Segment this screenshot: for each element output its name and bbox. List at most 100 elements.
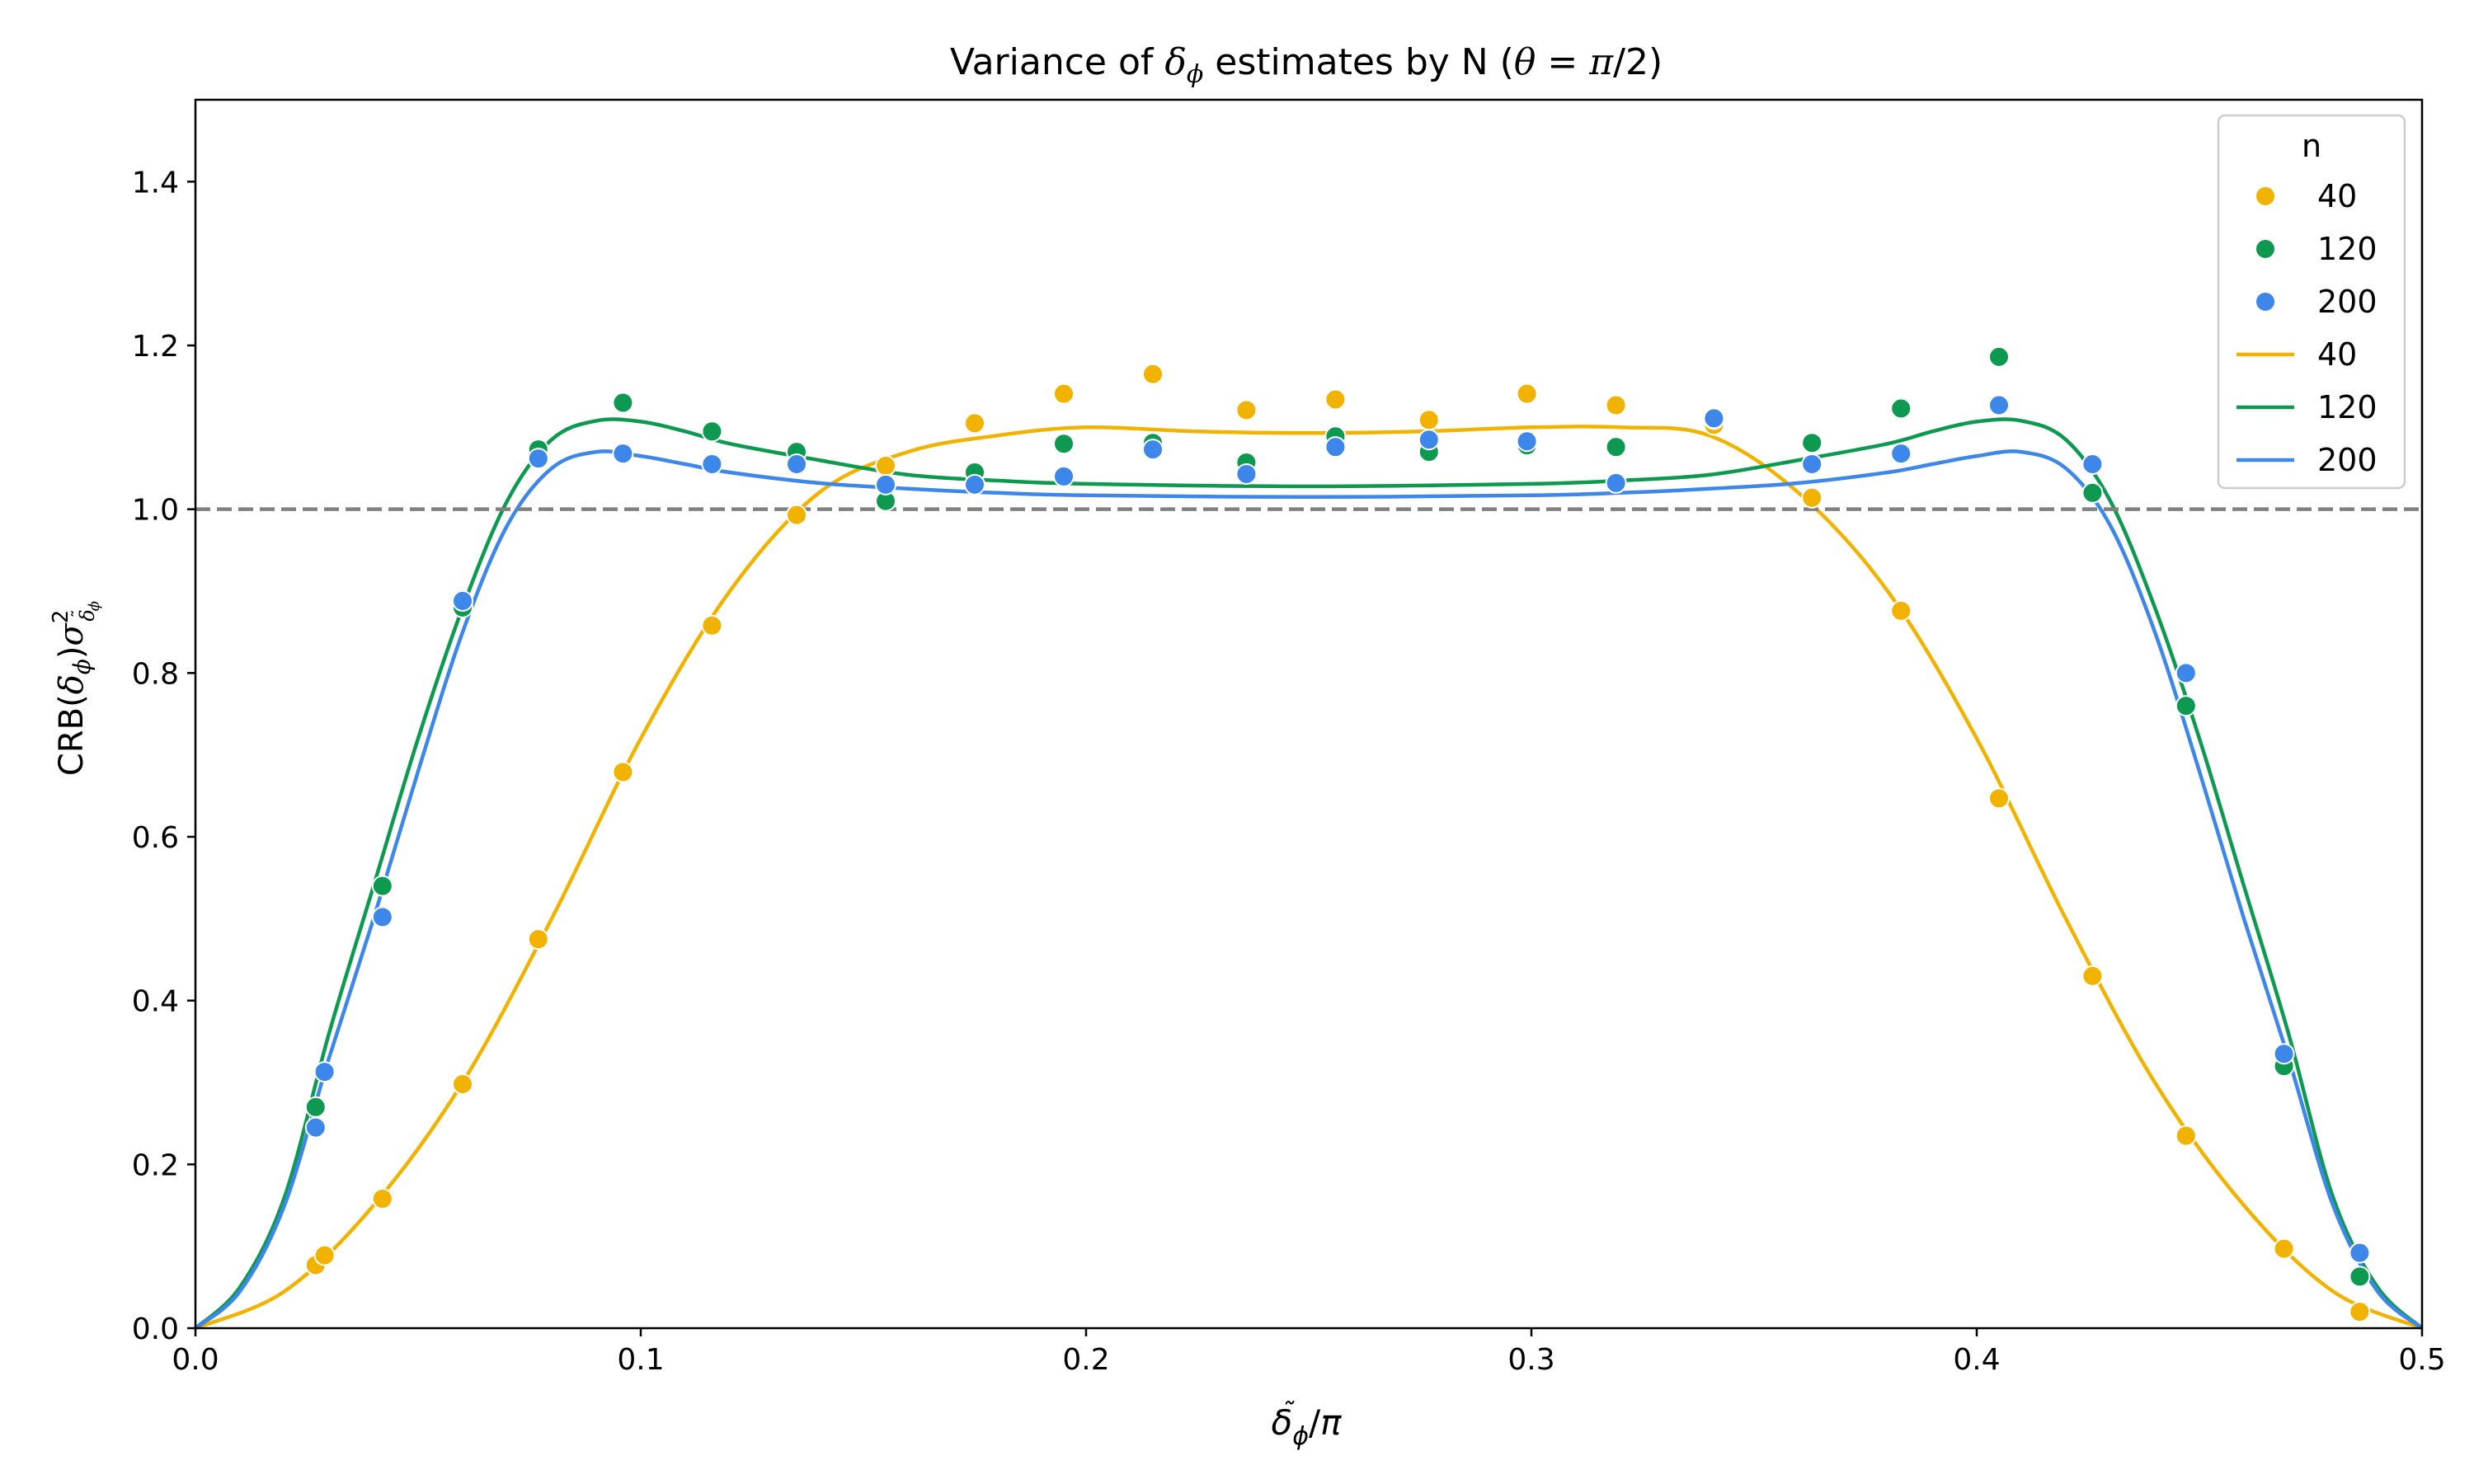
y-tick-label: 1.0 [132,494,179,528]
point-n-40-22 [2175,1125,2197,1147]
title-pre: Variance of [950,41,1164,83]
legend-label: 200 [2317,442,2378,478]
point-n-120-18 [1890,397,1912,420]
point-n-200-12 [1235,463,1258,485]
point-n-200-10 [1053,465,1075,487]
ylabel-close: ) [53,646,91,660]
legend-label: 40 [2317,178,2357,214]
point-n-40-16 [1605,394,1627,416]
point-n-200-2 [371,906,393,928]
ylabel-sub-tilde: ˜ [68,609,88,618]
point-n-40-23 [2273,1237,2295,1260]
point-n-40-12 [1235,399,1258,421]
curve-n-200 [194,449,2424,1330]
legend-marker-200 [2255,291,2276,312]
legend: n 40 120 200 40 120 200 [2217,114,2406,490]
y-tick-label: 0.2 [132,1148,179,1182]
point-n-200-14 [1418,429,1440,451]
point-n-120-19 [1988,345,2010,368]
point-n-200-5 [612,443,634,465]
point-n-40-7 [786,504,807,526]
title-mid: estimates by N ( [1203,41,1514,83]
legend-title: n [2302,128,2321,164]
ylabel-superscript: 2 [49,610,73,624]
y-tick-label: 0.4 [132,985,179,1019]
y-axis-ticks: 0.0 0.2 0.4 0.6 0.8 1.0 1.2 1.4 [132,166,195,1346]
point-n-120-20 [2081,481,2104,504]
plot-area [194,345,2424,1331]
ylabel-sub-phi: ϕ [86,601,103,611]
y-tick-label: 1.4 [132,166,179,200]
point-n-120-23 [2349,1266,2371,1288]
point-n-40-1 [313,1244,336,1266]
axes-frame [194,98,2424,1330]
point-n-200-8 [875,473,896,495]
y-axis-label: CRB(δϕ)σ2 δ˜ϕ [49,601,103,776]
legend-label: 200 [2317,284,2378,320]
ylabel-phi-subscript: ϕ [68,659,96,674]
point-n-40-10 [1053,383,1075,405]
point-n-200-3 [452,589,473,612]
point-n-200-11 [1142,439,1164,461]
point-n-40-24 [2349,1301,2371,1323]
point-n-40-11 [1142,363,1164,385]
legend-marker-40 [2255,186,2276,207]
ylabel-sigma: σ [53,622,91,646]
title-phi-subscript: ϕ [1187,60,1203,89]
title-pi: π [1588,41,1614,83]
point-n-40-13 [1324,388,1347,411]
point-n-40-2 [371,1188,393,1210]
xlabel-delta: δ [1272,1402,1293,1443]
point-n-200-6 [701,453,723,476]
point-n-200-4 [527,448,549,470]
point-n-40-19 [1890,599,1912,622]
point-n-120-21 [2175,695,2197,717]
x-tick-label: 0.1 [617,1343,664,1377]
point-n-40-18 [1801,486,1823,509]
xlabel-phi-subscript: ϕ [1292,1422,1309,1451]
point-n-200-23 [2273,1043,2295,1065]
point-n-200-24 [2349,1242,2371,1264]
point-n-40-5 [612,761,634,783]
point-n-200-17 [1703,407,1725,430]
ylabel-sub-delta: δ [76,609,99,621]
title-post: /2) [1613,41,1663,83]
scatter-points [304,345,2371,1323]
x-tick-label: 0.3 [1507,1343,1554,1377]
point-n-40-3 [452,1073,473,1095]
ylabel-delta: δ [53,674,91,694]
y-tick-label: 0.0 [132,1313,179,1346]
title-theta: θ [1514,41,1536,83]
x-tick-label: 0.4 [1953,1343,2000,1377]
point-n-40-8 [875,455,896,477]
point-n-40-14 [1418,409,1440,431]
point-n-40-9 [964,412,985,434]
x-axis-label: δ˜ ϕ/π [1272,1397,1343,1451]
legend-label: 120 [2317,231,2378,267]
legend-label: 40 [2317,336,2357,373]
point-n-40-4 [527,928,549,951]
curve-n-120 [194,417,2424,1330]
point-n-40-6 [701,614,723,636]
legend-entries: 40 120 200 40 120 200 [2236,178,2378,478]
point-n-200-0 [304,1116,327,1139]
point-n-200-20 [1988,394,2010,416]
point-n-120-4 [612,392,634,414]
x-tick-label: 0.0 [172,1343,219,1377]
title-eq: = [1536,41,1589,83]
legend-label: 120 [2317,389,2378,425]
xlabel-div: / [1309,1402,1321,1443]
y-tick-label: 0.8 [132,657,179,691]
legend-box [2217,114,2406,490]
x-axis-ticks: 0.0 0.1 0.2 0.3 0.4 0.5 [172,1328,2446,1377]
point-n-200-19 [1890,443,1912,465]
x-tick-label: 0.5 [2398,1343,2445,1377]
chart-title: Variance of δϕ estimates by N (θ = π/2) [950,41,1663,89]
point-n-40-21 [2081,965,2104,987]
point-n-120-0 [304,1096,327,1118]
point-n-40-15 [1516,383,1538,405]
point-n-200-1 [313,1061,336,1083]
point-n-120-1 [371,875,393,897]
point-n-200-22 [2175,662,2197,684]
